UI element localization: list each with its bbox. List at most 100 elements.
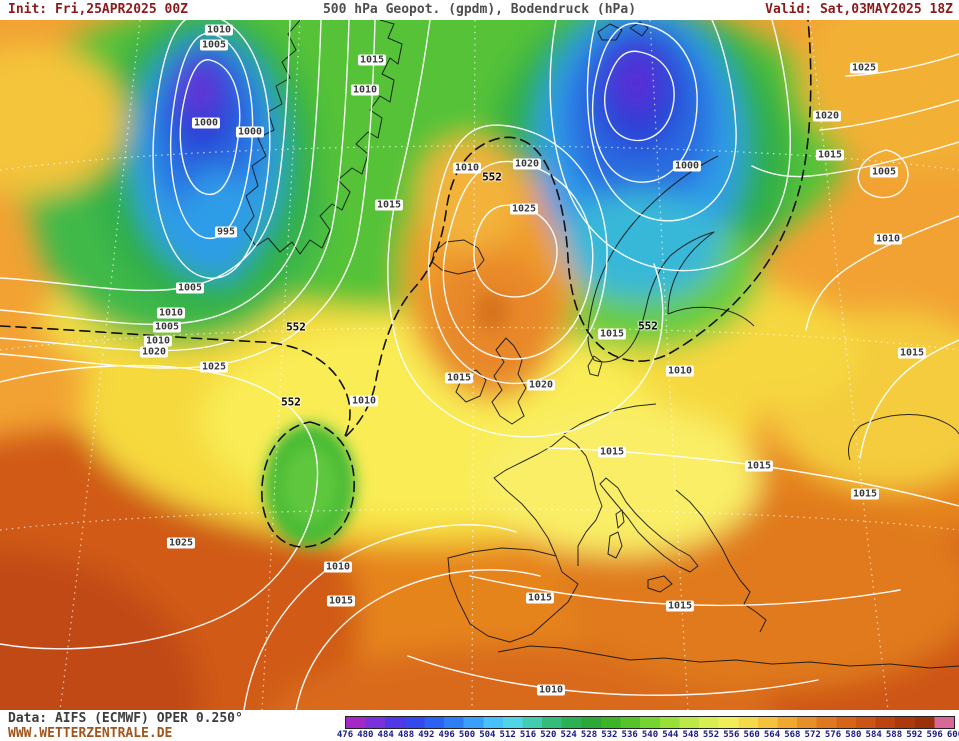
pressure-contour-label: 1010 bbox=[350, 84, 380, 96]
colorbar-tick-label: 516 bbox=[519, 730, 537, 740]
pressure-contour-label: 1010 bbox=[349, 395, 379, 407]
pressure-contour-label: 1010 bbox=[204, 24, 234, 36]
colorbar-tick-label: 576 bbox=[824, 730, 842, 740]
colorbar-tick-label: 512 bbox=[499, 730, 516, 740]
colorbar-tick-label: 492 bbox=[418, 730, 435, 740]
colorbar-tick-label: 580 bbox=[845, 730, 862, 740]
pressure-contour-label: 1020 bbox=[139, 346, 169, 358]
header: Init: Fri,25APR2025 00Z 500 hPa Geopot. … bbox=[0, 0, 959, 20]
pressure-contour-label: 1015 bbox=[744, 460, 774, 472]
colorbar-tick-label: 532 bbox=[601, 730, 618, 740]
colorbar-tick-label: 496 bbox=[438, 730, 455, 740]
pressure-contour-label: 1010 bbox=[323, 561, 353, 573]
ireland-coastline bbox=[455, 369, 487, 403]
france-coastline bbox=[493, 435, 603, 566]
pressure-contour-label: 1015 bbox=[597, 328, 627, 340]
colorbar-tick-label: 536 bbox=[621, 730, 638, 740]
pressure-contour-label: 1015 bbox=[326, 595, 356, 607]
iceland-coastline bbox=[431, 239, 485, 275]
geopotential-contour-label: 552 bbox=[281, 395, 301, 409]
valid-time: Valid: Sat,03MAY2025 18Z bbox=[765, 2, 953, 17]
colorbar-tick-label: 480 bbox=[357, 730, 374, 740]
pressure-contour-label: 1010 bbox=[873, 233, 903, 245]
pressure-contour-label: 1000 bbox=[235, 126, 265, 138]
pressure-contour-label: 995 bbox=[214, 226, 238, 238]
website-text: WWW.WETTERZENTRALE.DE bbox=[8, 726, 173, 741]
geopotential-contour-layer bbox=[0, 20, 812, 548]
pressure-contour-label: 1005 bbox=[199, 39, 229, 51]
colorbar-tick-labels: 476 480 484 488 492 496 500 504 512 516 520 524 528 5… bbox=[337, 730, 959, 741]
denmark-coastline bbox=[587, 355, 603, 377]
pressure-contour-label: 1005 bbox=[869, 166, 899, 178]
init-time: Init: Fri,25APR2025 00Z bbox=[8, 2, 189, 17]
pressure-contour-label: 1025 bbox=[199, 361, 229, 373]
pressure-contour-label: 1015 bbox=[374, 199, 404, 211]
colorbar-tick-label: 600 bbox=[946, 730, 959, 740]
north-sea-coastline bbox=[563, 403, 657, 435]
pressure-contour-label: 1020 bbox=[526, 379, 556, 391]
svalbard-coastline bbox=[597, 21, 649, 41]
footer: Data: AIFS (ECMWF) OPER 0.250° WWW.WETTE… bbox=[0, 710, 959, 741]
pressure-contour-label: 1000 bbox=[191, 117, 221, 129]
colorbar-tick-label: 528 bbox=[580, 730, 598, 740]
colorbar-tick-label: 504 bbox=[479, 730, 496, 740]
greenland-coastline bbox=[243, 20, 403, 255]
pressure-contour-label: 1015 bbox=[357, 54, 387, 66]
colorbar-tick-label: 476 bbox=[336, 730, 354, 740]
pressure-contour-label: 1000 bbox=[672, 160, 702, 172]
colorbar-tick-label: 488 bbox=[397, 730, 415, 740]
pressure-contour-label: 1010 bbox=[536, 684, 566, 696]
colorbar-tick-label: 592 bbox=[906, 730, 923, 740]
geopotential-contour-label: 552 bbox=[286, 320, 306, 334]
pressure-contour-label: 1005 bbox=[152, 321, 182, 333]
data-source: Data: AIFS (ECMWF) OPER 0.250° bbox=[8, 711, 243, 726]
pressure-contour-label: 1010 bbox=[665, 365, 695, 377]
geopotential-contour-label: 552 bbox=[638, 319, 658, 333]
pressure-contour-label: 1015 bbox=[444, 372, 474, 384]
colorbar-tick-label: 560 bbox=[743, 730, 760, 740]
pressure-contour-label: 1015 bbox=[525, 592, 555, 604]
pressure-contour-label: 1010 bbox=[452, 162, 482, 174]
colorbar-tick-label: 520 bbox=[540, 730, 557, 740]
colorbar-tick-label: 572 bbox=[804, 730, 821, 740]
north-africa-coastline bbox=[497, 645, 959, 669]
pressure-contour-label: 1015 bbox=[815, 149, 845, 161]
colorbar-tick-label: 552 bbox=[702, 730, 720, 740]
colorbar-tick-label: 540 bbox=[641, 730, 659, 740]
colorbar-tick-label: 524 bbox=[560, 730, 577, 740]
italy-coastline bbox=[599, 477, 699, 593]
pressure-contour-label: 1015 bbox=[665, 600, 695, 612]
chart-title: 500 hPa Geopot. (gpdm), Bodendruck (hPa) bbox=[322, 2, 637, 17]
pressure-contour-label: 1015 bbox=[597, 446, 627, 458]
pressure-contour-label: 1015 bbox=[850, 488, 880, 500]
scandinavia-coastline bbox=[587, 155, 755, 363]
colorbar-tick-label: 584 bbox=[865, 730, 882, 740]
contour-labels-layer: 1010 1005 1015 1010 1000 1000 995 1005 1010 1005 1… bbox=[0, 20, 959, 710]
colorbar-tick-label: 564 bbox=[763, 730, 781, 740]
small-fill-features bbox=[264, 292, 510, 547]
pressure-contour-label: 1010 bbox=[156, 307, 186, 319]
colorbar-tick-label: 588 bbox=[885, 730, 903, 740]
pressure-contour-label: 1020 bbox=[812, 110, 842, 122]
balkans-coastline bbox=[675, 489, 767, 633]
pressure-contour-label: 1025 bbox=[509, 203, 539, 215]
map-area: 1010 1005 1015 1010 1000 1000 995 1005 1010 1005 1… bbox=[0, 20, 959, 710]
colorbar-tick-label: 500 bbox=[458, 730, 476, 740]
geopotential-fill-layer bbox=[0, 20, 959, 710]
colorbar-tick-label: 568 bbox=[784, 730, 801, 740]
coastlines-layer bbox=[243, 20, 959, 669]
colorbar-tick-label: 544 bbox=[662, 730, 679, 740]
pressure-contour-label: 1015 bbox=[897, 347, 927, 359]
pressure-contour-label: 1010 bbox=[143, 335, 173, 347]
pressure-contour-label: 1020 bbox=[512, 158, 542, 170]
colorbar-tick-label: 596 bbox=[926, 730, 943, 740]
pressure-contour-label: 1025 bbox=[849, 62, 879, 74]
pressure-contour-label: 1025 bbox=[166, 537, 196, 549]
pressure-contour-label: 1005 bbox=[175, 282, 205, 294]
colorbar-tick-label: 556 bbox=[723, 730, 740, 740]
britain-coastline bbox=[491, 337, 527, 425]
colorbar-tick-label: 484 bbox=[377, 730, 394, 740]
black-sea-coastline bbox=[847, 413, 959, 461]
colorbar-tick-label: 548 bbox=[682, 730, 699, 740]
